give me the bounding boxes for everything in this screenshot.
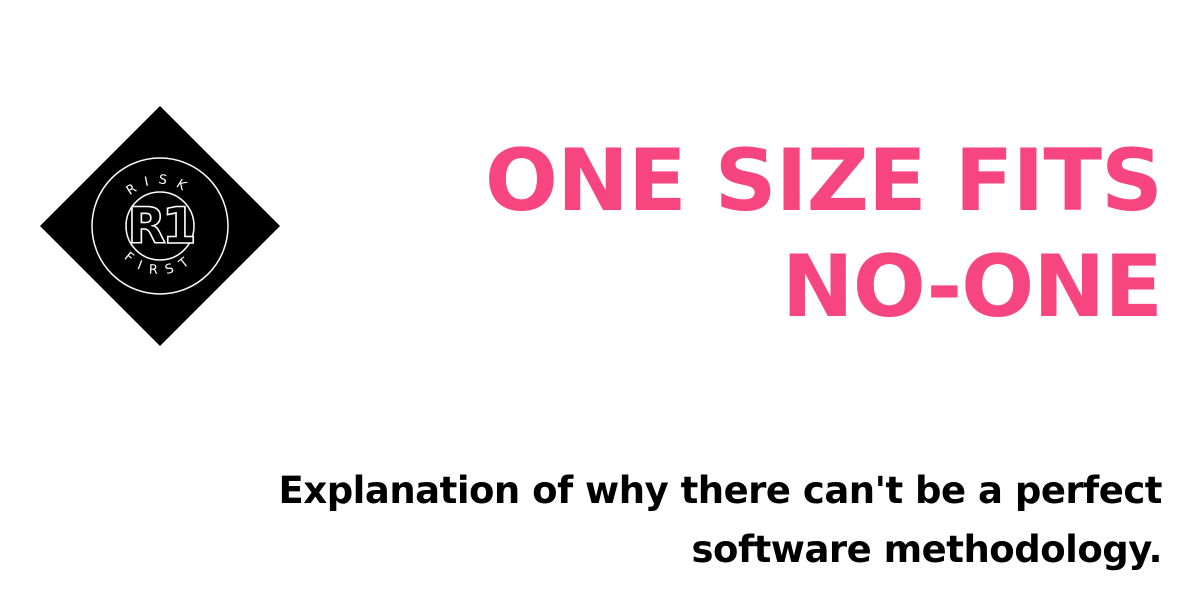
subtitle-line-1: Explanation of why there can't be a perf… <box>278 469 1163 512</box>
risk-first-logo: RISK FIRST R1 <box>40 106 280 346</box>
page-title: ONE SIZE FITS NO-ONE <box>442 128 1163 340</box>
logo-monogram: R1 <box>127 197 194 255</box>
page-subtitle: Explanation of why there can't be a perf… <box>162 461 1163 579</box>
title-line-2: NO-ONE <box>781 237 1163 337</box>
logo-diamond-shape <box>40 106 280 346</box>
subtitle-line-2: software methodology. <box>691 528 1163 571</box>
title-line-1: ONE SIZE FITS <box>484 131 1163 231</box>
logo-outer-ring <box>91 157 229 295</box>
logo-inner-ring <box>125 191 195 261</box>
risk-first-logo-graphic: RISK FIRST R1 <box>40 106 280 346</box>
